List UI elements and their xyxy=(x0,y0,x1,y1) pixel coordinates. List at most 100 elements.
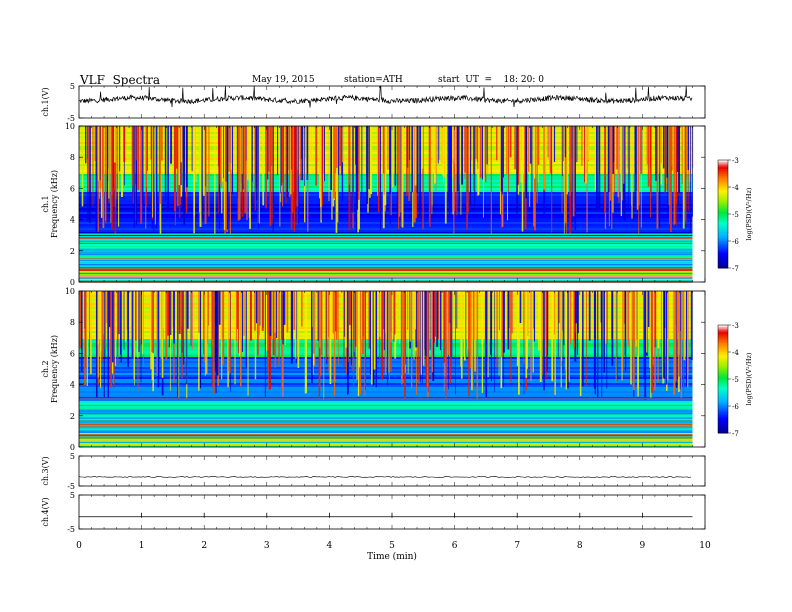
spectrogram-line xyxy=(79,267,693,269)
spectrogram-streak xyxy=(498,291,500,331)
spectrogram-streak xyxy=(278,291,280,367)
colorbar-segment xyxy=(718,179,728,183)
spectrogram-streak xyxy=(563,126,565,234)
colorbar-segment xyxy=(718,335,728,339)
spectrogram-streak xyxy=(634,126,637,204)
spectrogram-streak xyxy=(259,291,261,326)
spectrogram-line xyxy=(79,427,693,429)
y-axis-label-2: Frequency (kHz) xyxy=(50,170,59,238)
spectrogram-streak xyxy=(514,126,517,170)
spectrogram-streak xyxy=(679,291,680,355)
spectrogram-band xyxy=(79,377,693,379)
spectrogram-streak xyxy=(617,126,620,198)
spectrogram-streak xyxy=(409,291,411,342)
spectrogram-band xyxy=(79,383,693,385)
spectrogram-streak xyxy=(286,126,289,199)
x-tick-label: 1 xyxy=(139,541,145,551)
spectrogram-streak xyxy=(339,126,341,167)
y-tick-label-2: 6 xyxy=(70,184,75,193)
spectrogram-line xyxy=(79,425,693,427)
spectrogram-streak xyxy=(120,291,122,355)
spectrogram-streak xyxy=(368,126,370,190)
spectrogram-streak xyxy=(605,291,607,344)
spectrogram-streak xyxy=(217,126,220,167)
colorbar-segment xyxy=(718,244,728,247)
colorbar-segment xyxy=(718,230,728,233)
spectrogram-streak xyxy=(230,126,233,170)
spectrogram-streak xyxy=(385,291,386,334)
colorbar-segment xyxy=(718,250,728,253)
spectrogram-streak xyxy=(80,291,83,372)
spectrogram-streak xyxy=(354,291,356,357)
colorbar-segment xyxy=(718,380,728,384)
colorbar-segment xyxy=(718,233,728,237)
spectrogram-band xyxy=(79,423,693,425)
spectrogram-streak xyxy=(182,126,184,212)
spectrogram-line xyxy=(79,262,693,264)
spectrogram-streak xyxy=(110,291,112,388)
spectrogram-streak xyxy=(666,126,669,178)
spectrogram-streak xyxy=(442,126,444,184)
spectrogram-line xyxy=(79,424,693,425)
spectrogram-streak xyxy=(690,291,693,361)
spectrogram-streak xyxy=(388,291,391,374)
colorbar-tick-label: -7 xyxy=(732,430,739,438)
spectrogram-streak xyxy=(647,126,650,187)
spectrogram-streak xyxy=(686,291,689,388)
spectrogram-streak xyxy=(350,291,352,365)
spectrogram-streak xyxy=(420,291,422,375)
spectrogram-streak xyxy=(226,126,229,230)
spectrogram-band xyxy=(79,214,693,216)
spectrogram-streak xyxy=(500,126,502,192)
spectrogram-streak xyxy=(120,291,122,363)
colorbar-segment xyxy=(718,255,728,258)
spectrogram-streak xyxy=(134,291,136,386)
spectrogram-streak xyxy=(140,291,143,345)
spectrogram-band xyxy=(79,399,693,401)
spectrogram-streak xyxy=(449,126,451,209)
spectrogram-streak xyxy=(227,291,229,388)
spectrogram-streak xyxy=(272,291,275,356)
spectrogram-line xyxy=(79,260,693,262)
spectrogram-streak xyxy=(133,126,135,229)
spectrogram-streak xyxy=(357,126,360,200)
spectrogram-streak xyxy=(434,126,436,184)
spectrogram-streak xyxy=(646,291,648,353)
spectrogram-streak xyxy=(129,291,132,327)
spectrogram-streak xyxy=(537,126,540,166)
spectrogram-streak xyxy=(627,291,630,346)
spectrogram-streak xyxy=(157,291,160,388)
spectrogram-streak xyxy=(665,291,668,385)
spectrogram-streak xyxy=(355,291,357,347)
spectrogram-streak xyxy=(678,126,681,194)
spectrogram-band xyxy=(79,230,693,232)
spectrogram-streak xyxy=(342,126,343,163)
spectrogram-streak xyxy=(561,291,563,362)
spectrogram-streak xyxy=(438,126,440,160)
spectrogram-streak xyxy=(408,126,411,201)
spectrogram-streak xyxy=(643,291,645,379)
spectrogram-streak xyxy=(558,291,561,324)
spectrogram-line xyxy=(79,254,693,256)
spectrogram-streak xyxy=(181,291,182,327)
spectrogram-streak xyxy=(545,126,546,161)
spectrogram-streak xyxy=(440,126,443,164)
spectrogram-streak xyxy=(259,291,260,336)
colorbar-segment xyxy=(718,251,728,255)
colorbar-segment xyxy=(718,375,728,378)
colorbar-segment xyxy=(718,187,728,190)
spectrogram-streak xyxy=(437,126,439,164)
spectrogram-streak xyxy=(174,126,176,226)
colorbar-segment xyxy=(718,370,728,373)
colorbar-tick-label: -4 xyxy=(732,184,739,192)
spectrogram-streak xyxy=(638,126,640,235)
spectrogram-streak xyxy=(118,126,120,227)
spectrogram-streak xyxy=(123,291,125,350)
spectrogram-streak xyxy=(557,291,559,357)
colorbar-segment xyxy=(718,415,728,418)
spectrogram-streak xyxy=(490,291,492,355)
spectrogram-streak xyxy=(452,126,454,159)
spectrogram-streak xyxy=(572,126,575,217)
spectrogram-line xyxy=(79,411,693,413)
